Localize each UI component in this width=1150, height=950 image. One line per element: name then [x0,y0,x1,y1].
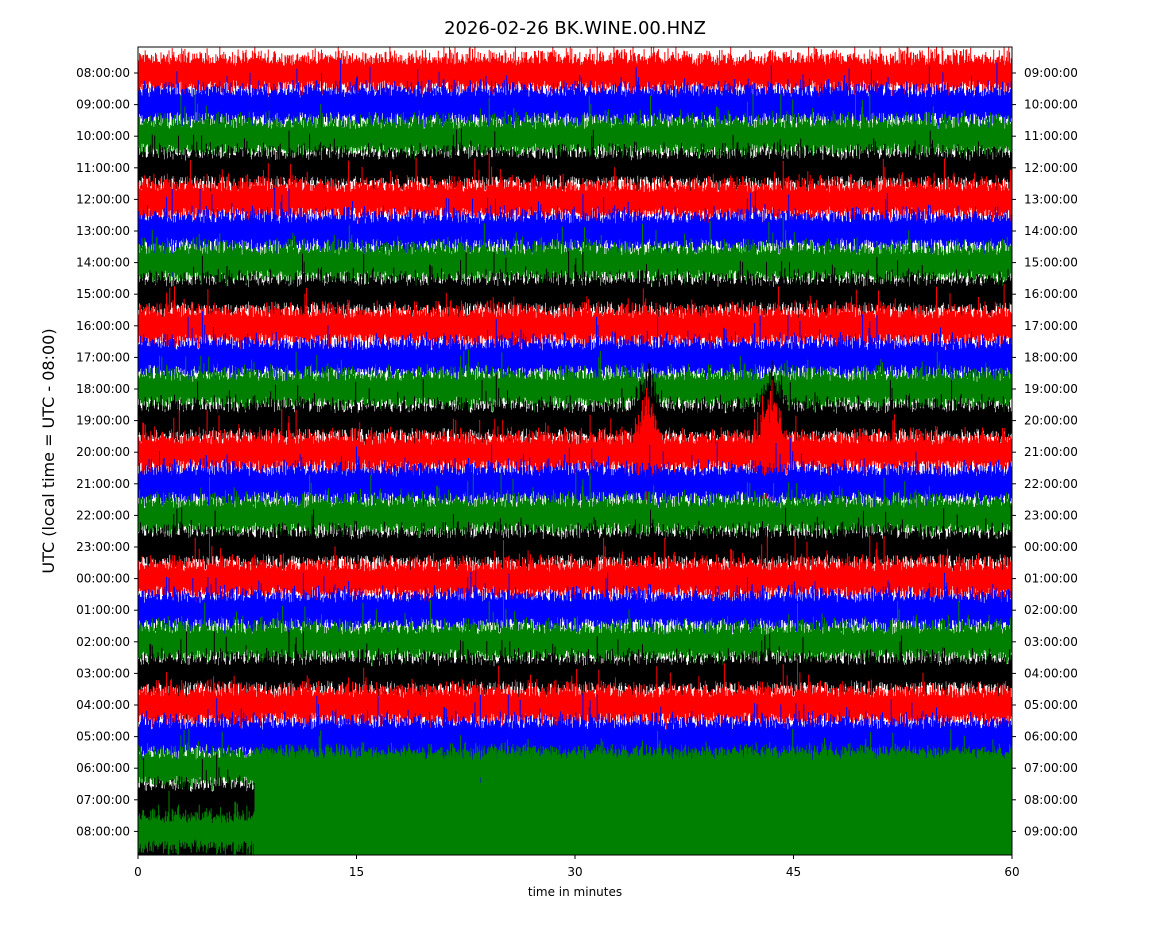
trace-row-18 [138,595,1012,681]
trace-row-22 [138,728,1012,811]
trace-row-6 [138,216,1012,305]
y-tick-label-utc: 14:00:00 [76,256,130,270]
y-tick-label-utc: 10:00:00 [76,129,130,143]
y-tick-label-utc: 22:00:00 [76,508,130,522]
x-axis-label: time in minutes [528,885,622,899]
chart-title: 2026-02-26 BK.WINE.00.HNZ [444,18,706,39]
y-tick-label-local: 14:00:00 [1024,224,1078,238]
y-tick-label-utc: 09:00:00 [76,98,130,112]
y-tick-label-utc: 23:00:00 [76,540,130,554]
y-tick-label-local: 01:00:00 [1024,572,1078,586]
y-tick-label-local: 10:00:00 [1024,98,1078,112]
trace-row-8 [138,284,1012,369]
y-tick-label-utc: 11:00:00 [76,161,130,175]
trace-row-20 [138,658,1012,748]
x-tick-label: 60 [1004,865,1019,879]
x-tick-label: 0 [134,865,142,879]
axis-ticks: 08:00:00 09:00:00 09:00:00 10:00:00 10:00:00… [76,66,1078,879]
x-tick-label: 15 [349,865,364,879]
y-tick-label-local: 12:00:00 [1024,161,1078,175]
y-tick-label-local: 08:00:00 [1024,793,1078,807]
trace-row-1 [138,59,1012,147]
trace-row-24 [138,788,1012,855]
trace-row-15 [138,505,1012,590]
y-tick-label-utc: 18:00:00 [76,382,130,396]
y-tick-label-utc: 21:00:00 [76,477,130,491]
trace-row-7 [138,251,1012,341]
y-tick-label-local: 00:00:00 [1024,540,1078,554]
trace-row-0 [138,47,1012,113]
y-tick-label-utc: 12:00:00 [76,192,130,206]
y-tick-label-local: 20:00:00 [1024,414,1078,428]
y-tick-label-local: 06:00:00 [1024,730,1078,744]
y-tick-label-utc: 00:00:00 [76,572,130,586]
y-tick-label-local: 11:00:00 [1024,129,1078,143]
trace-row-4 [138,153,1012,239]
y-tick-label-utc: 17:00:00 [76,350,130,364]
y-tick-label-local: 16:00:00 [1024,287,1078,301]
y-tick-label-utc: 15:00:00 [76,287,130,301]
y-tick-label-utc: 08:00:00 [76,824,130,838]
y-tick-label-utc: 16:00:00 [76,319,130,333]
trace-row-2 [138,90,1012,183]
trace-row-9 [138,311,1012,404]
trace-row-16 [138,532,1012,625]
trace-area [138,47,1012,855]
y-tick-label-local: 09:00:00 [1024,824,1078,838]
y-tick-label-local: 18:00:00 [1024,350,1078,364]
plot-frame [137,46,1013,856]
trace-row-17 [138,570,1012,655]
trace-row-12 [138,379,1012,512]
y-tick-label-local: 19:00:00 [1024,382,1078,396]
y-tick-label-local: 13:00:00 [1024,192,1078,206]
trace-row-3 [138,128,1012,213]
trace-row-14 [138,472,1012,562]
trace-row-21 [138,693,1012,783]
y-tick-label-utc: 04:00:00 [76,698,130,712]
y-tick-label-utc: 08:00:00 [76,66,130,80]
y-tick-label-local: 15:00:00 [1024,256,1078,270]
y-tick-label-local: 05:00:00 [1024,698,1078,712]
y-tick-label-utc: 05:00:00 [76,730,130,744]
y-tick-label-local: 17:00:00 [1024,319,1078,333]
trace-row-19 [138,630,1012,720]
y-tick-label-utc: 01:00:00 [76,603,130,617]
y-tick-label-local: 04:00:00 [1024,666,1078,680]
trace-row-13 [138,437,1012,527]
trace-row-10 [138,349,1012,434]
trace-row-5 [138,187,1012,277]
y-tick-label-local: 02:00:00 [1024,603,1078,617]
y-tick-label-local: 07:00:00 [1024,761,1078,775]
x-tick-label: 30 [567,865,582,879]
y-tick-label-utc: 20:00:00 [76,445,130,459]
y-tick-label-local: 21:00:00 [1024,445,1078,459]
y-axis-label: UTC (local time = UTC - 08:00) [39,328,58,573]
y-tick-label-utc: 13:00:00 [76,224,130,238]
y-tick-label-local: 22:00:00 [1024,477,1078,491]
x-tick-label: 45 [786,865,801,879]
y-tick-label-utc: 07:00:00 [76,793,130,807]
y-tick-label-utc: 19:00:00 [76,414,130,428]
y-tick-label-local: 23:00:00 [1024,508,1078,522]
y-tick-label-utc: 03:00:00 [76,666,130,680]
y-tick-label-local: 03:00:00 [1024,635,1078,649]
y-tick-label-local: 09:00:00 [1024,66,1078,80]
y-tick-label-utc: 02:00:00 [76,635,130,649]
trace-row-11 [138,360,1012,481]
y-tick-label-utc: 06:00:00 [76,761,130,775]
